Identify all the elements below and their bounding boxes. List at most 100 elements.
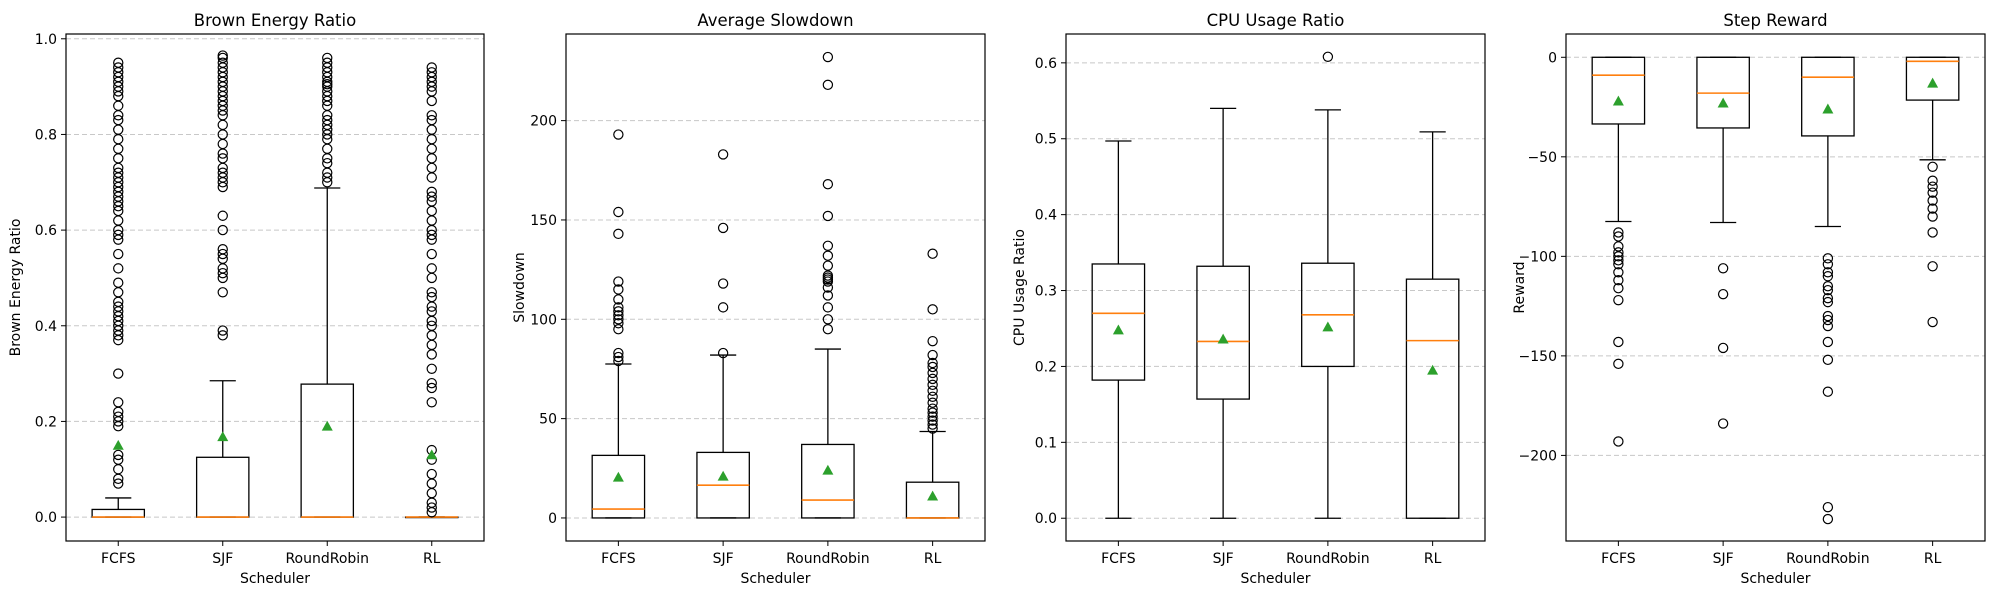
outlier-point: [113, 397, 124, 408]
box-rl: [905, 248, 960, 519]
x-axis-label: Scheduler: [740, 571, 810, 587]
box-rl: [1405, 131, 1460, 519]
outlier-point: [426, 287, 437, 298]
iqr-box: [1405, 278, 1460, 519]
outlier-point: [426, 248, 437, 260]
axes-frame: [65, 33, 485, 542]
x-tick-label: RoundRobin: [786, 551, 870, 567]
outlier-point: [426, 229, 437, 241]
outlier-point: [426, 291, 437, 303]
mean-marker: [1927, 77, 1939, 88]
outlier-point: [613, 276, 624, 287]
outlier-point: [1927, 175, 1938, 186]
outlier-point: [1822, 284, 1834, 296]
outlier-point: [113, 368, 124, 379]
outlier-point: [322, 114, 333, 126]
box-roundrobin: [1801, 56, 1855, 525]
outlier-point: [1822, 271, 1834, 282]
y-tick-label: 200: [530, 114, 557, 130]
y-tick-label: 0.4: [1035, 208, 1057, 224]
chart-panel: −200 −150 −100 −50 0 FCFS SJF RoundRobin RL Step …: [1512, 11, 1986, 587]
outlier-point: [217, 167, 228, 178]
outlier-point: [113, 301, 124, 312]
mean-marker: [1112, 324, 1124, 335]
outlier-point: [426, 110, 437, 121]
y-axis-label: Brown Energy Ratio: [8, 219, 24, 357]
outlier-point: [927, 335, 938, 347]
outlier-point: [113, 167, 124, 178]
mean-marker: [1217, 333, 1229, 344]
outlier-point: [927, 373, 938, 385]
mean-marker: [822, 464, 834, 475]
outlier-point: [613, 310, 624, 321]
outlier-point: [1613, 358, 1624, 370]
outlier-point: [822, 178, 834, 190]
outlier-point: [1613, 251, 1624, 262]
outlier-point: [217, 244, 228, 255]
mean-marker: [717, 470, 729, 481]
outlier-point: [1822, 310, 1834, 322]
outlier-point: [1322, 51, 1334, 62]
outlier-point: [113, 263, 124, 274]
outlier-point: [1613, 267, 1624, 278]
y-tick-label: 0: [1548, 50, 1557, 66]
outlier-point: [1822, 320, 1834, 332]
outlier-point: [322, 57, 333, 68]
iqr-box: [1091, 263, 1146, 381]
outlier-point: [927, 407, 938, 418]
y-axis-label: Reward: [1512, 261, 1528, 313]
outlier-point: [1927, 227, 1938, 238]
y-tick-label: 0: [548, 511, 557, 527]
outlier-point: [1613, 282, 1624, 294]
box-roundrobin: [1301, 51, 1355, 519]
outlier-point: [1822, 513, 1834, 525]
outlier-point: [1822, 336, 1834, 348]
outlier-point: [426, 320, 437, 331]
y-tick-label: 150: [530, 213, 557, 229]
box-fcfs: [591, 129, 646, 519]
outlier-point: [1822, 267, 1834, 278]
outlier-point: [822, 250, 834, 261]
axes-frame: [1065, 33, 1486, 542]
outlier-point: [1717, 418, 1729, 429]
outlier-point: [113, 114, 124, 126]
outlier-point: [1717, 288, 1729, 300]
outlier-point: [822, 270, 834, 281]
x-tick-label: FCFS: [1101, 551, 1136, 567]
mean-marker: [321, 420, 333, 431]
y-tick-label: 1.0: [35, 32, 57, 48]
outlier-point: [426, 67, 437, 78]
outlier-point: [822, 79, 834, 91]
outlier-point: [822, 314, 834, 325]
outlier-point: [1717, 263, 1729, 274]
chart-panel: 0 50 100 150 200 FCFS SJF RoundRobin RL Average S…: [512, 11, 986, 587]
outlier-point: [1822, 253, 1834, 264]
outlier-point: [613, 355, 624, 367]
y-axis-label: CPU Usage Ratio: [1012, 229, 1028, 346]
box-fcfs: [1091, 140, 1146, 519]
outlier-point: [426, 377, 437, 389]
outlier-point: [927, 379, 938, 391]
mean-marker: [217, 431, 229, 442]
outlier-point: [1822, 281, 1834, 292]
outlier-point: [613, 228, 624, 240]
y-tick-label: −150: [1519, 349, 1557, 365]
outlier-point: [426, 306, 437, 317]
axes-frame: [1565, 33, 1986, 542]
x-tick-label: FCFS: [601, 551, 636, 567]
outlier-point: [426, 191, 437, 202]
y-tick-label: 0.8: [35, 127, 57, 143]
iqr-box: [591, 454, 646, 519]
outlier-point: [1822, 386, 1834, 397]
x-tick-label: FCFS: [101, 551, 136, 567]
box-sjf: [696, 149, 750, 519]
y-tick-label: 0.2: [35, 414, 57, 430]
chart-title: Step Reward: [1723, 11, 1827, 30]
y-tick-label: 0.2: [1035, 359, 1057, 375]
outlier-point: [613, 129, 624, 140]
outlier-point: [1613, 436, 1624, 447]
outlier-point: [822, 282, 834, 293]
outlier-point: [1613, 336, 1624, 348]
box-sjf: [1696, 56, 1750, 429]
mean-marker: [1822, 103, 1834, 114]
